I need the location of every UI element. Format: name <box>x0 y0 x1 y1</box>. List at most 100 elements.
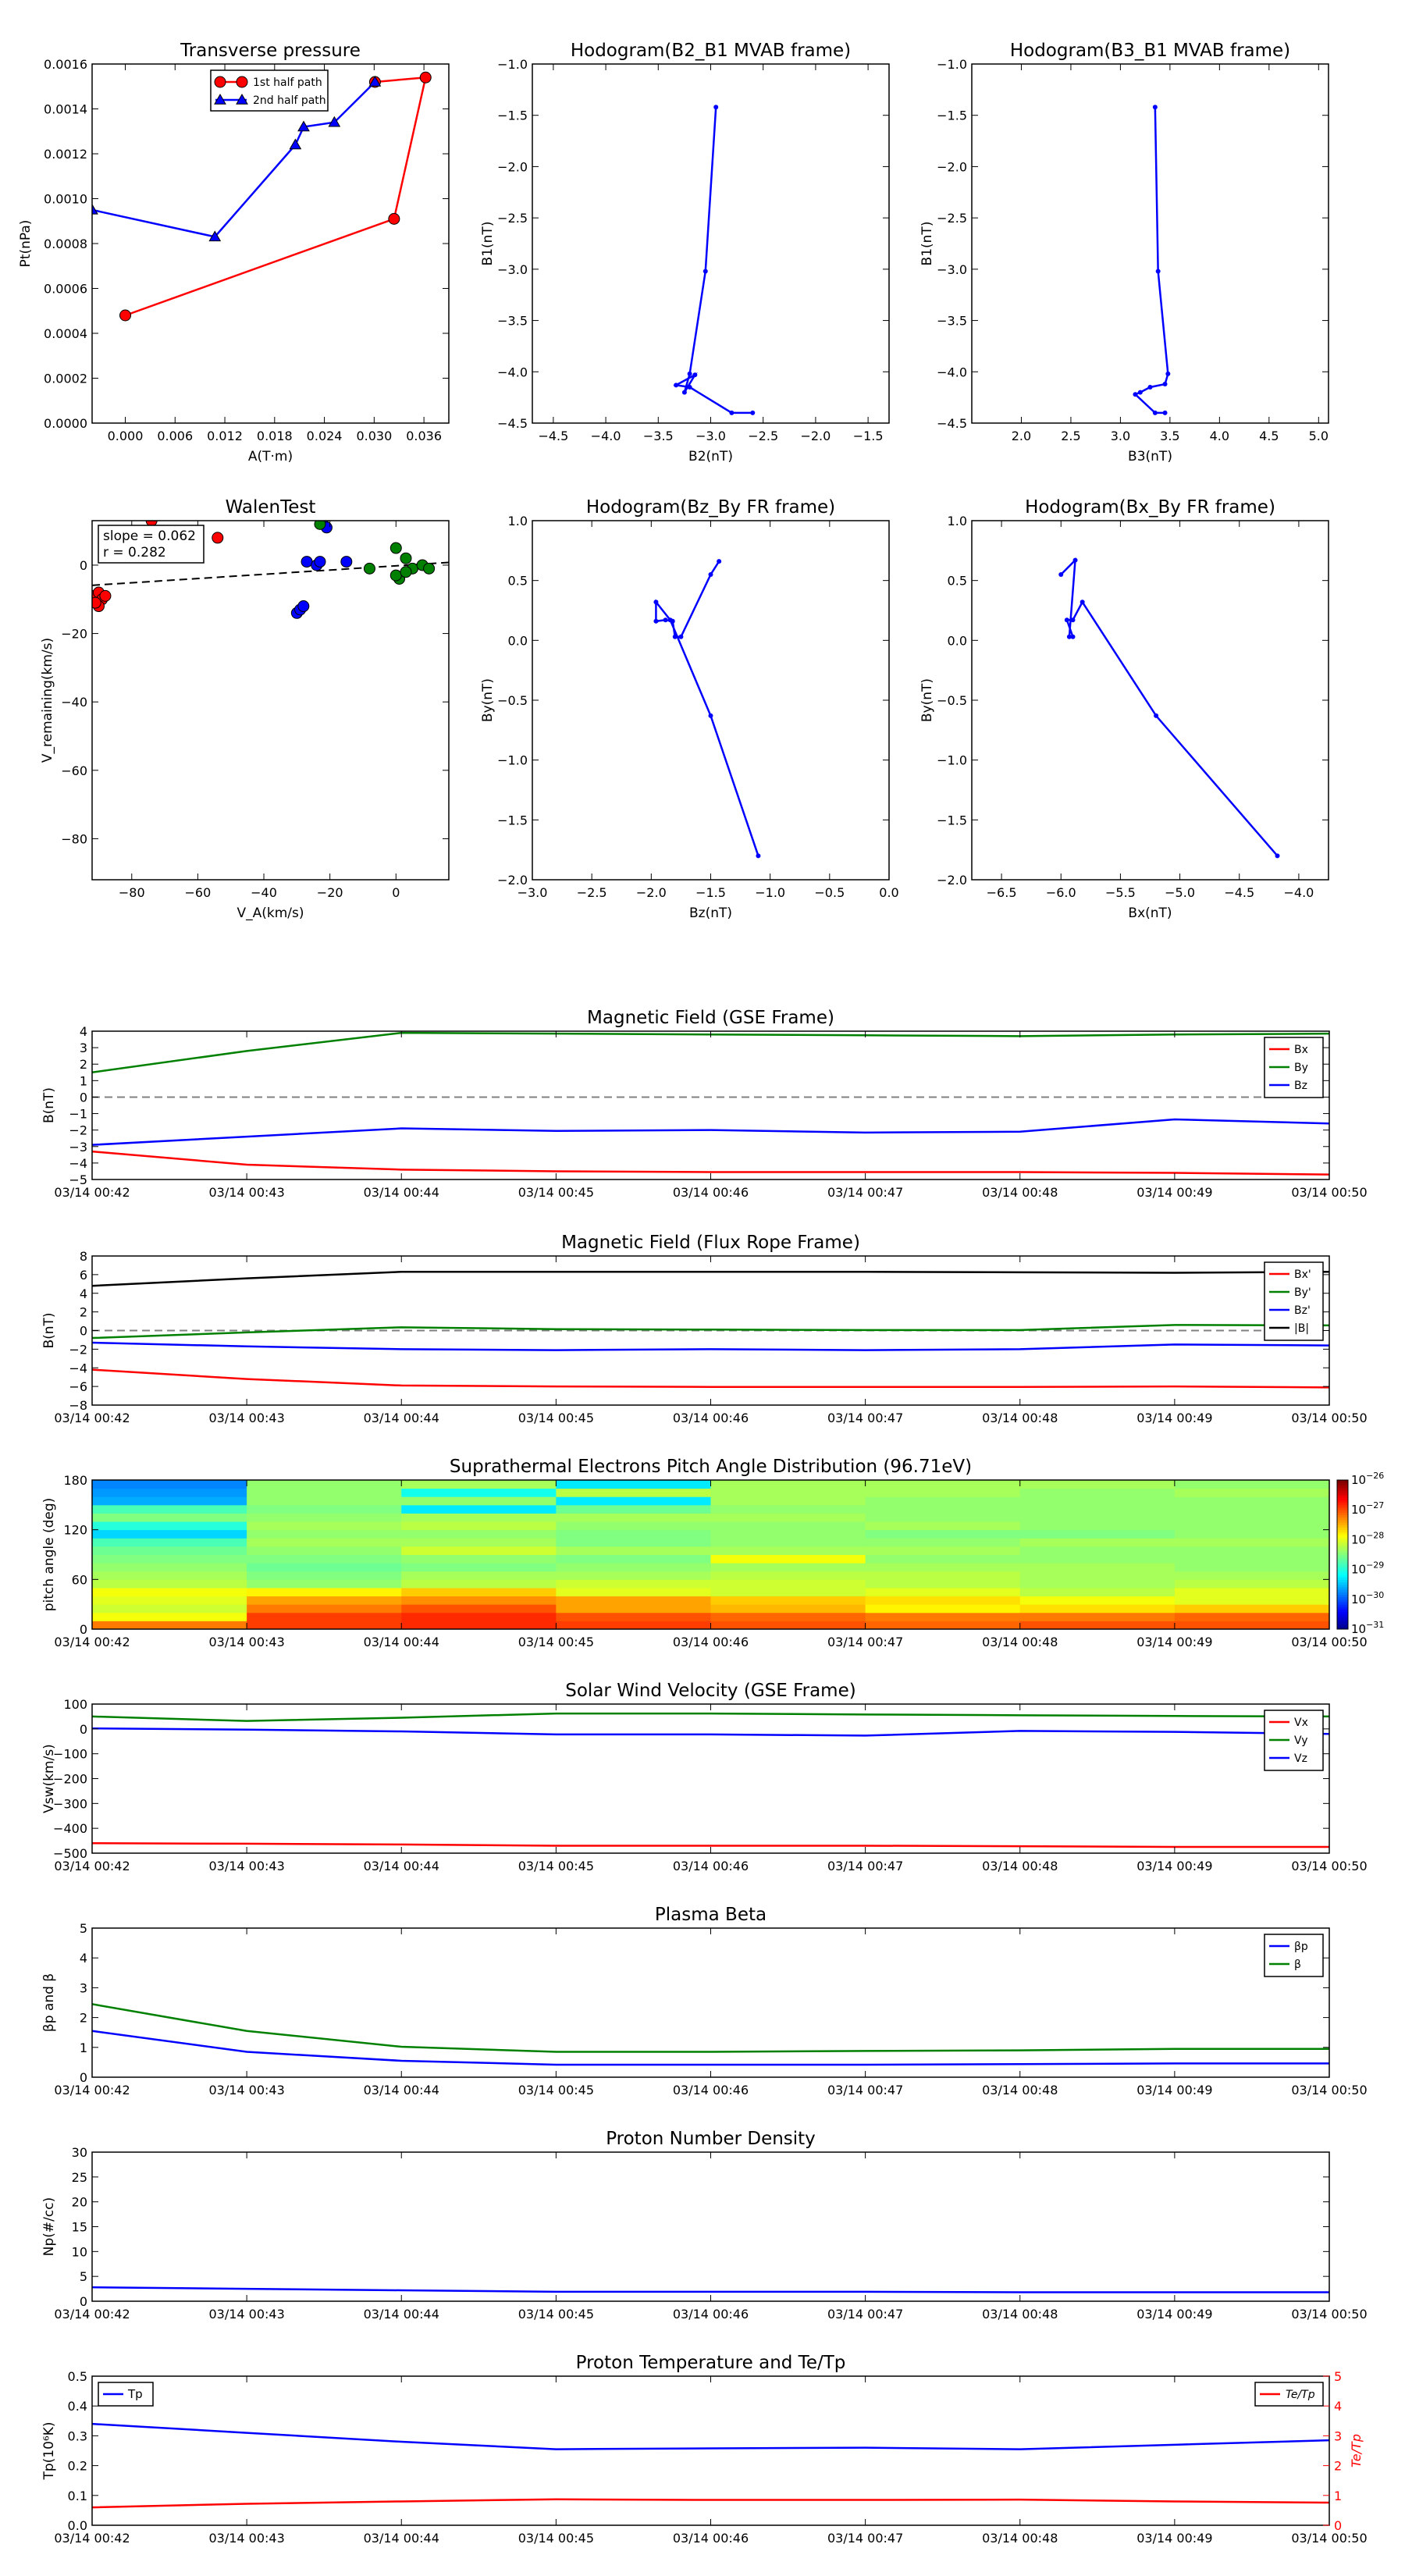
y-tick-label: 4 <box>80 1024 87 1039</box>
colorbar-segment <box>1337 1567 1348 1571</box>
heatmap-cell <box>401 1504 557 1514</box>
y-tick-label: −8 <box>69 1398 87 1413</box>
heatmap-cell <box>1019 1612 1176 1621</box>
plot-frame <box>91 2151 1330 2302</box>
x-tick-label: 03/14 00:44 <box>364 1859 439 1873</box>
colorbar-segment <box>1337 1577 1348 1580</box>
chart-pitch-angle-distribution: Suprathermal Electrons Pitch Angle Distr… <box>41 1457 1384 1649</box>
heatmap-cell <box>556 1504 711 1514</box>
heatmap-cell <box>710 1554 866 1564</box>
heatmap-cell <box>865 1521 1021 1531</box>
y-tick-label: −4.5 <box>937 416 967 431</box>
heatmap-cell <box>247 1538 402 1547</box>
colorbar-segment <box>1337 1492 1348 1496</box>
series-line <box>92 2498 1329 2509</box>
y-tick-label: −2.5 <box>497 211 528 226</box>
y-tick-label: 3 <box>80 1041 87 1055</box>
heatmap-cell <box>710 1571 866 1580</box>
colorbar-segment <box>1337 1592 1348 1595</box>
y-axis-label: Np(#/cc) <box>41 2197 57 2256</box>
heatmap-cell <box>1019 1504 1176 1514</box>
plot-area <box>92 1480 1329 1629</box>
colorbar-segment <box>1337 1522 1348 1525</box>
y-tick-label: 0.1 <box>68 2489 87 2503</box>
colorbar-segment <box>1337 1569 1348 1573</box>
heatmap-cell <box>710 1513 866 1522</box>
y-tick-label: 0.5 <box>508 574 528 589</box>
data-point <box>1275 853 1280 859</box>
y-right-tick-label: 0 <box>1334 2518 1342 2533</box>
x-tick-label: 03/14 00:43 <box>208 2531 284 2546</box>
heatmap-cell <box>247 1546 402 1555</box>
chart-plasma-beta: Plasma Beta 03/14 00:42 03/14 00:43 03/14 0… <box>41 1905 1368 2097</box>
heatmap-cell <box>92 1546 247 1555</box>
y-tick-label: 0.0 <box>508 633 528 648</box>
x-tick-label: 3.5 <box>1160 429 1179 443</box>
x-tick-label: 03/14 00:45 <box>518 1185 594 1200</box>
colorbar-segment <box>1337 1532 1348 1535</box>
heatmap-cell <box>1019 1521 1176 1531</box>
series-line <box>1060 557 1279 857</box>
x-tick-label: 03/14 00:47 <box>827 2531 903 2546</box>
x-tick-label: −0.5 <box>814 885 845 900</box>
y-tick-label: 0.0004 <box>44 326 87 341</box>
x-tick-label: 03/14 00:48 <box>982 1859 1058 1873</box>
heatmap-cell <box>1019 1596 1176 1605</box>
chart-title: Proton Number Density <box>606 2129 816 2149</box>
data-point <box>681 390 687 395</box>
colorbar-segment <box>1337 1562 1348 1565</box>
heatmap-cell <box>247 1513 402 1522</box>
colorbar-segment <box>1337 1535 1348 1538</box>
y-tick-label: −500 <box>53 1846 87 1861</box>
heatmap-cell <box>1174 1579 1329 1589</box>
colorbar-segment <box>1337 1512 1348 1516</box>
heatmap-cell <box>247 1596 402 1605</box>
colorbar-segment <box>1337 1546 1348 1550</box>
x-tick-label: 03/14 00:43 <box>208 1635 284 1649</box>
heatmap-cell <box>92 1513 247 1522</box>
y-tick-label: −1.0 <box>937 753 967 768</box>
heatmap-cell <box>92 1554 247 1564</box>
y-right-axis-label: Te/Tp <box>1349 2434 1364 2467</box>
y-right-tick-label: 4 <box>1334 2399 1342 2414</box>
colorbar-segment <box>1337 1480 1348 1483</box>
x-tick-label: 03/14 00:46 <box>673 2083 749 2097</box>
heatmap-cell <box>556 1554 711 1564</box>
plot-frame <box>91 1030 1330 1180</box>
y-right-tick-label: 3 <box>1334 2428 1342 2443</box>
chart-proton-density: Proton Number Density 03/14 00:42 03/14 00… <box>41 2129 1368 2322</box>
heatmap-cell <box>1174 1529 1329 1539</box>
x-tick-label: −6.5 <box>987 885 1017 900</box>
heatmap-cell <box>1174 1546 1329 1555</box>
y-tick-label: 0.5 <box>68 2369 87 2384</box>
data-point <box>400 552 412 564</box>
heatmap-cell <box>556 1587 711 1597</box>
y-tick-label: 4 <box>80 1286 87 1301</box>
y-tick-label: −2.5 <box>937 211 967 226</box>
y-tick-label: 1 <box>80 1073 87 1088</box>
heatmap-cell <box>1019 1496 1176 1506</box>
heatmap-cell <box>401 1538 557 1547</box>
colorbar-segment <box>1337 1582 1348 1585</box>
chart-walen-test: WalenTest −80 −60 −40 −20 0 0 −20 −40 −60 −80 V_A(k… <box>40 497 450 921</box>
colorbar-segment <box>1337 1579 1348 1583</box>
x-tick-label: 03/14 00:42 <box>54 1859 130 1873</box>
x-tick-label: 03/14 00:49 <box>1136 1411 1212 1425</box>
y-tick-label: 20 <box>72 2195 87 2210</box>
chart-title: Magnetic Field (Flux Rope Frame) <box>561 1233 860 1253</box>
y-tick-label: 0 <box>80 1722 87 1737</box>
x-axis-label: Bx(nT) <box>1128 906 1172 921</box>
colorbar-tick-label: 10−29 <box>1351 1560 1384 1577</box>
heatmap-cell <box>92 1579 247 1589</box>
x-tick-label: 03/14 00:42 <box>54 1411 130 1425</box>
series-line <box>92 2286 1329 2293</box>
x-tick-label: −5.0 <box>1165 885 1195 900</box>
x-tick-label: 03/14 00:50 <box>1291 1635 1367 1649</box>
y-tick-label: −1.5 <box>937 813 967 827</box>
y-axis-label: B(nT) <box>41 1087 57 1123</box>
heatmap-cell <box>401 1496 557 1506</box>
x-axis-label: V_A(km/s) <box>237 906 304 921</box>
x-tick-label: 2.0 <box>1012 429 1031 443</box>
x-tick-label: 03/14 00:50 <box>1291 1859 1367 1873</box>
x-tick-label: 03/14 00:48 <box>982 1635 1058 1649</box>
